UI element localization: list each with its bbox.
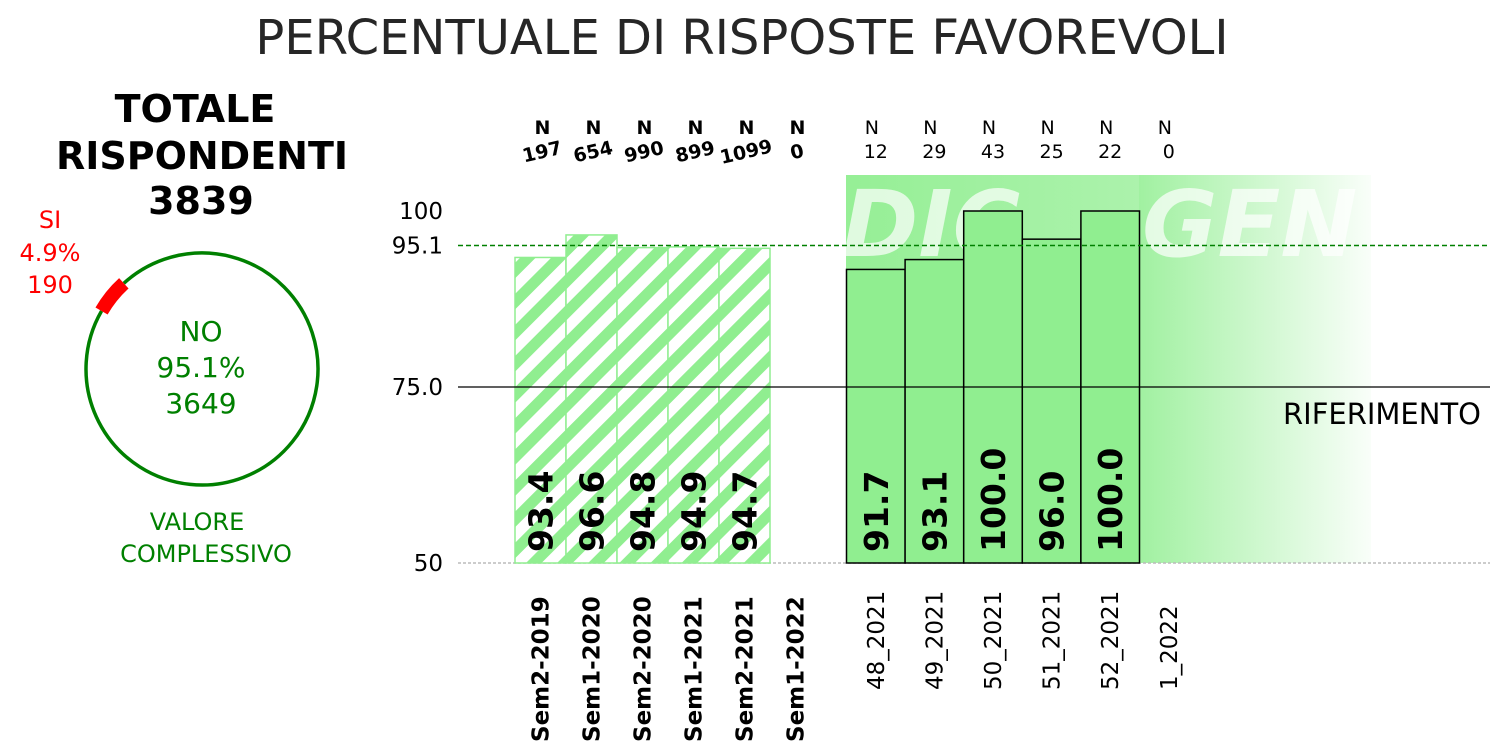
week-bar-48_2021	[845, 268, 906, 564]
week-n-value: 25	[1040, 141, 1064, 163]
semester-value-label: 94.8	[624, 471, 663, 552]
semester-n-value: 1099	[718, 135, 774, 168]
reference-label: RIFERIMENTO	[1283, 397, 1481, 431]
semester-n-label: N	[790, 117, 806, 139]
no-pct: 95.1%	[157, 351, 246, 384]
week-tick-label: 50_2021	[981, 591, 1007, 690]
semester-n-value: 990	[622, 137, 666, 167]
week-n-label: N	[1099, 117, 1113, 139]
y-tick-label: 50	[414, 551, 443, 577]
no-label: NO	[180, 315, 223, 348]
week-n-value: 29	[922, 141, 946, 163]
semester-value-label: 94.9	[675, 471, 714, 552]
week-n-value: 0	[1163, 141, 1175, 163]
si-count: 190	[27, 271, 73, 299]
semester-tick-label: Sem1-2021	[682, 596, 708, 742]
semester-bar-sem1-2020	[566, 234, 617, 563]
donut-si-arc	[95, 278, 129, 315]
semester-bar-sem2-2021	[719, 248, 770, 563]
summary-total: 3839	[148, 179, 254, 223]
week-value-label: 93.1	[915, 471, 954, 552]
semester-tick-label: Sem1-2020	[580, 596, 606, 742]
summary-panel: TOTALE RISPONDENTI 3839 SI 4.9% 190 NO 9…	[20, 87, 349, 568]
week-tick-label: 48_2021	[864, 591, 890, 690]
month-watermark-gen: GEN	[1142, 171, 1357, 278]
week-tick-label: 51_2021	[1040, 591, 1066, 690]
week-tick-label: 1_2022	[1157, 605, 1183, 690]
week-n-label: N	[923, 117, 937, 139]
semester-n-label: N	[739, 117, 755, 139]
semester-n-value: 654	[571, 137, 615, 167]
semester-value-label: 96.6	[573, 471, 612, 552]
summary-heading-line1: TOTALE	[115, 87, 276, 131]
no-count: 3649	[165, 387, 236, 420]
week-n-label: N	[1040, 117, 1054, 139]
semester-bar-sem2-2019	[515, 257, 566, 563]
summary-caption-line1: VALORE	[150, 508, 245, 536]
week-value-label: 91.7	[857, 471, 896, 552]
summary-caption-line2: COMPLESSIVO	[120, 540, 292, 568]
bar-chart: DIC GEN93.4N197Sem2-201996.6N654Sem1-2020…	[392, 117, 1490, 742]
week-value-label: 100.0	[974, 448, 1013, 552]
semester-n-value: 0	[788, 140, 806, 164]
week-n-label: N	[982, 117, 996, 139]
semester-n-label: N	[535, 117, 551, 139]
y-tick-label: 75.0	[392, 375, 443, 401]
week-bar-51_2021	[1021, 238, 1082, 564]
week-tick-label: 52_2021	[1098, 591, 1124, 690]
semester-bar-sem1-2021	[668, 246, 719, 564]
week-value-label: 96.0	[1033, 471, 1072, 552]
week-n-value: 22	[1098, 141, 1122, 163]
week-value-label: 100.0	[1091, 448, 1130, 552]
si-label: SI	[39, 206, 61, 234]
semester-n-value: 197	[520, 137, 564, 167]
semester-bar-sem2-2020	[617, 247, 668, 563]
semester-value-label: 93.4	[522, 471, 561, 552]
week-tick-label: 49_2021	[922, 591, 948, 690]
week-n-label: N	[865, 117, 879, 139]
response-donut	[84, 251, 320, 487]
week-n-value: 43	[981, 141, 1005, 163]
semester-n-value: 899	[673, 137, 717, 167]
y-tick-label: 100	[399, 199, 443, 225]
semester-tick-label: Sem2-2021	[733, 596, 759, 742]
si-pct: 4.9%	[20, 239, 81, 267]
week-n-value: 12	[864, 141, 888, 163]
semester-n-label: N	[586, 117, 602, 139]
semester-value-label: 94.7	[726, 471, 765, 552]
week-bar-49_2021	[904, 258, 965, 564]
semester-tick-label: Sem2-2019	[529, 596, 555, 742]
semester-n-label: N	[688, 117, 704, 139]
donut-no-arc	[84, 251, 320, 487]
summary-heading-line2: RISPONDENTI	[56, 134, 348, 178]
page-title: PERCENTUALE DI RISPOSTE FAVOREVOLI	[255, 10, 1228, 66]
semester-tick-label: Sem1-2022	[784, 596, 810, 742]
semester-tick-label: Sem2-2020	[631, 596, 657, 742]
semester-n-label: N	[637, 117, 653, 139]
week-n-label: N	[1158, 117, 1172, 139]
month-band-gen	[1139, 175, 1371, 563]
y-tick-label: 95.1	[392, 233, 443, 259]
